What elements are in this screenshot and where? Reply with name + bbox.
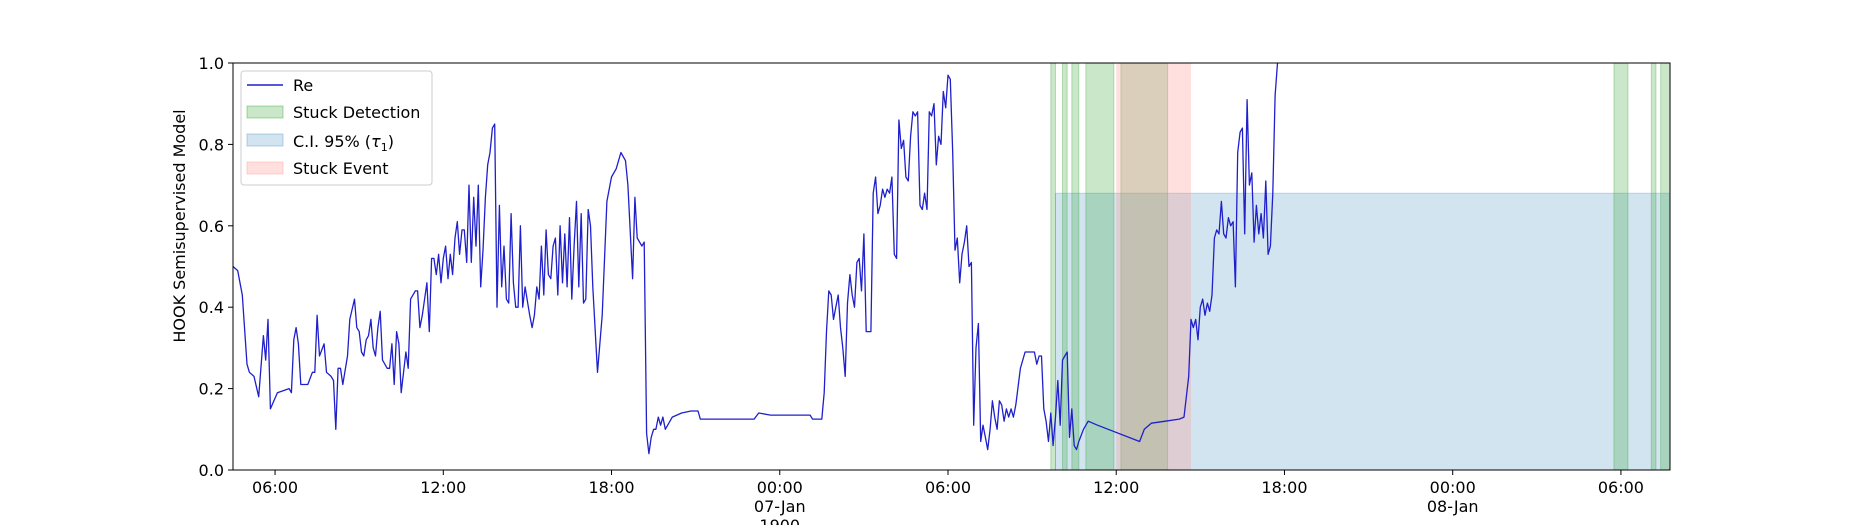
stuck-detection-span [1660,62,1671,471]
legend-swatch-stuck-detection [246,105,284,119]
y-tick-label: 0.0 [199,461,224,480]
line-layer [232,62,1279,455]
y-tick-label: 0.6 [199,217,224,236]
x-tick-label: 06:00 [925,478,971,497]
axes-layer: 0.0 0.2 0.4 0.6 0.8 1.0 06:00 12:00 18:00 00:00 07… [199,54,1671,530]
stuck-detection-span [1061,62,1068,471]
legend-label-ci: C.I. 95% (τ1) [293,132,394,154]
y-tick-label: 1.0 [199,54,224,73]
ci-band [1054,192,1671,471]
x-tick-label: 18:00 [1261,478,1307,497]
x-tick-label: 06:00 [1598,478,1644,497]
stuck-detection-span [1085,62,1115,471]
legend-label-re: Re [293,76,313,95]
x-tick-label: 18:00 [588,478,634,497]
legend-swatch-stuck-event [246,161,284,175]
stuck-event-span [1116,63,1191,470]
legend-swatch-ci [246,133,284,147]
legend: Re Stuck Detection C.I. 95% (τ1) Stuck E… [240,70,433,186]
y-tick-label: 0.2 [199,380,224,399]
x-tick-label: 06:00 [252,478,298,497]
y-tick-label: 0.8 [199,135,224,154]
series-line-re [232,62,1279,455]
stuck-detection-span [1120,62,1169,471]
y-tick-label: 0.4 [199,298,224,317]
legend-label-stuck-detection: Stuck Detection [293,103,420,122]
stuck-detection-span [1650,62,1657,471]
stuck-detection-span [1071,62,1080,471]
plot-frame [232,62,1671,471]
x-tick-label: 00:00 08-Jan [1427,478,1479,516]
legend-label-stuck-event: Stuck Event [293,159,389,178]
x-tick-label: 12:00 [1093,478,1139,497]
shading-layer [1050,62,1671,471]
stuck-detection-span [1613,62,1629,471]
x-tick-label: 12:00 [420,478,466,497]
legend-box [240,70,433,186]
y-axis-label: HOOK Semisupervised Model [170,109,189,342]
stuck-detection-span [1050,62,1056,471]
